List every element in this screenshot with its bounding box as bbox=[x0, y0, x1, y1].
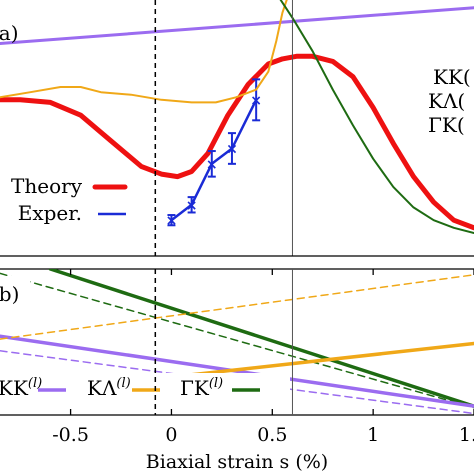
panel-b-legend-background bbox=[0, 373, 290, 399]
x-tick-label: 1.5 bbox=[459, 424, 474, 446]
x-axis-label: Biaxial strain s (%) bbox=[146, 451, 328, 473]
legend-label-klambda: KΛ(l) bbox=[87, 376, 131, 400]
legend-label-exper: Exper. bbox=[18, 201, 82, 225]
panel-b-series-0-line bbox=[48, 269, 474, 408]
right-label-kk: KK( bbox=[433, 65, 471, 89]
x-tick-label: 0.5 bbox=[257, 424, 287, 446]
panel-b-series-3-line bbox=[0, 350, 474, 415]
panel-b-series-1-line bbox=[0, 272, 474, 409]
panel-a: × × × × × (a) Theory Exper. KK( KΛ( ΓK( bbox=[0, 0, 474, 257]
x-tick-label: -0.5 bbox=[52, 424, 89, 446]
panel-b-legend: KK(l) KΛ(l) ΓK(l) bbox=[0, 376, 260, 400]
panel-a-series-1-marker: × bbox=[206, 157, 218, 173]
legend-label-kk: KK(l) bbox=[0, 376, 42, 400]
right-label-klambda: KΛ( bbox=[428, 89, 465, 113]
panel-a-series-1-marker: × bbox=[226, 141, 238, 157]
legend-label-gammak: ΓK(l) bbox=[180, 376, 223, 400]
panel-b-label: (b) bbox=[0, 282, 19, 306]
panel-a-series-1-errorbar bbox=[187, 196, 196, 214]
panel-a-series-1-errorbar bbox=[207, 150, 216, 178]
panel-a-label: (a) bbox=[0, 21, 19, 45]
panel-a-series-3-line bbox=[0, 0, 288, 104]
panel-a-series-1-errorbar bbox=[227, 132, 236, 165]
panel-a-legend: Theory Exper. bbox=[11, 174, 128, 225]
panel-b: (b) KK(l) KΛ(l) ΓK(l) -0.5 0 0.5 1 1.5 Biaxi… bbox=[0, 268, 474, 473]
panel-a-series-1-errorbar bbox=[252, 78, 261, 122]
panel-a-series-1-marker: × bbox=[186, 198, 198, 214]
panel-a-series-1-errorbar bbox=[167, 214, 176, 227]
panel-a-right-labels: KK( KΛ( ΓK( bbox=[428, 65, 471, 137]
panel-a-series-1-marker: × bbox=[166, 213, 178, 229]
legend-label-theory: Theory bbox=[11, 174, 83, 198]
panel-a-series-0-line bbox=[0, 53, 474, 231]
panel-b-series-5-line bbox=[0, 274, 474, 340]
panel-a-series-4-line bbox=[279, 0, 474, 234]
x-tick-label: 1 bbox=[367, 424, 379, 446]
right-label-gammak: ΓK( bbox=[428, 113, 465, 137]
panel-a-series-1-marker: × bbox=[250, 93, 262, 109]
panel-b-label-background bbox=[0, 276, 30, 306]
x-tick-label: 0 bbox=[165, 424, 177, 446]
panel-a-series-2-line bbox=[0, 6, 474, 45]
